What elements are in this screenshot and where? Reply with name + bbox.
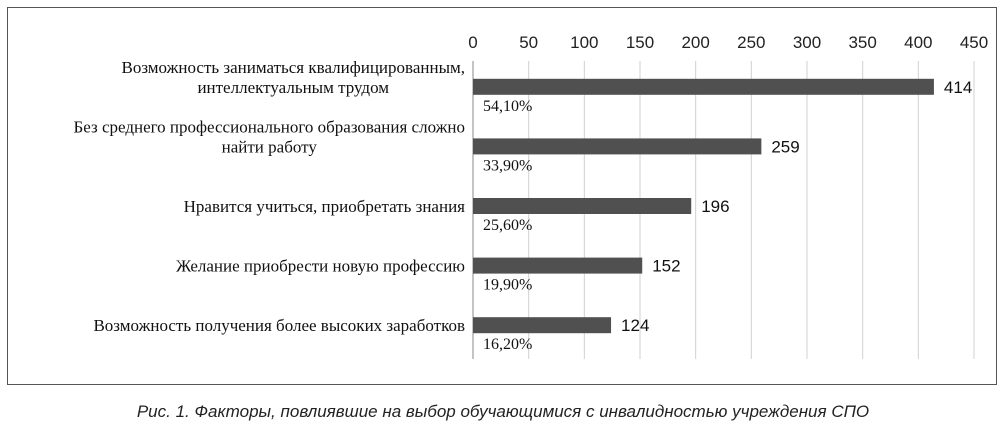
value-label: 196: [701, 197, 729, 216]
figure-caption: Рис. 1. Факторы, повлиявшие на выбор обу…: [136, 402, 870, 421]
category-label-line: Без среднего профессионального образован…: [73, 117, 465, 136]
x-tick-label: 200: [681, 33, 709, 52]
percent-label: 16,20%: [483, 336, 532, 353]
percent-label: 19,90%: [483, 277, 532, 294]
value-label: 414: [944, 78, 972, 97]
category-label: Без среднего профессионального образован…: [73, 117, 465, 156]
percent-label: 25,60%: [483, 217, 532, 234]
category-label: Нравится учиться, приобретать знания: [184, 197, 466, 216]
bar: [473, 198, 692, 214]
x-tick-label: 100: [570, 33, 598, 52]
category-label: Возможность получения более высоких зара…: [93, 316, 465, 335]
category-label-line: Желание приобрести новую профессию: [176, 257, 465, 276]
bar-chart: 0 50 100 150 200 250 300 350 400 450 414 54,10% Возм…: [73, 33, 988, 359]
category-label-line: интеллектуальным трудом: [197, 78, 389, 97]
x-tick-label: 250: [737, 33, 765, 52]
bar: [473, 138, 762, 155]
category-label: Возможность заниматься квалифицированным…: [121, 58, 465, 97]
x-tick-label: 450: [960, 33, 988, 52]
value-label: 152: [652, 257, 680, 276]
value-label: 259: [771, 137, 799, 156]
x-tick-label: 50: [519, 33, 538, 52]
x-tick-label: 350: [848, 33, 876, 52]
percent-label: 33,90%: [483, 157, 532, 174]
category-label-line: найти работу: [222, 137, 318, 156]
x-tick-label: 0: [468, 33, 477, 52]
x-tick-label: 150: [626, 33, 654, 52]
chart-frame: 0 50 100 150 200 250 300 350 400 450 414 54,10% Возм…: [7, 7, 997, 385]
percent-label: 54,10%: [483, 98, 532, 115]
bar: [473, 317, 612, 334]
category-label-line: Возможность получения более высоких зара…: [93, 316, 465, 335]
category-label: Желание приобрести новую профессию: [176, 257, 465, 276]
x-tick-label: 400: [904, 33, 932, 52]
category-label-line: Нравится учиться, приобретать знания: [184, 197, 466, 216]
value-label: 124: [621, 316, 649, 335]
bar: [473, 78, 934, 95]
category-label-line: Возможность заниматься квалифицированным…: [121, 58, 465, 77]
x-tick-label: 300: [793, 33, 821, 52]
bar: [473, 257, 643, 274]
